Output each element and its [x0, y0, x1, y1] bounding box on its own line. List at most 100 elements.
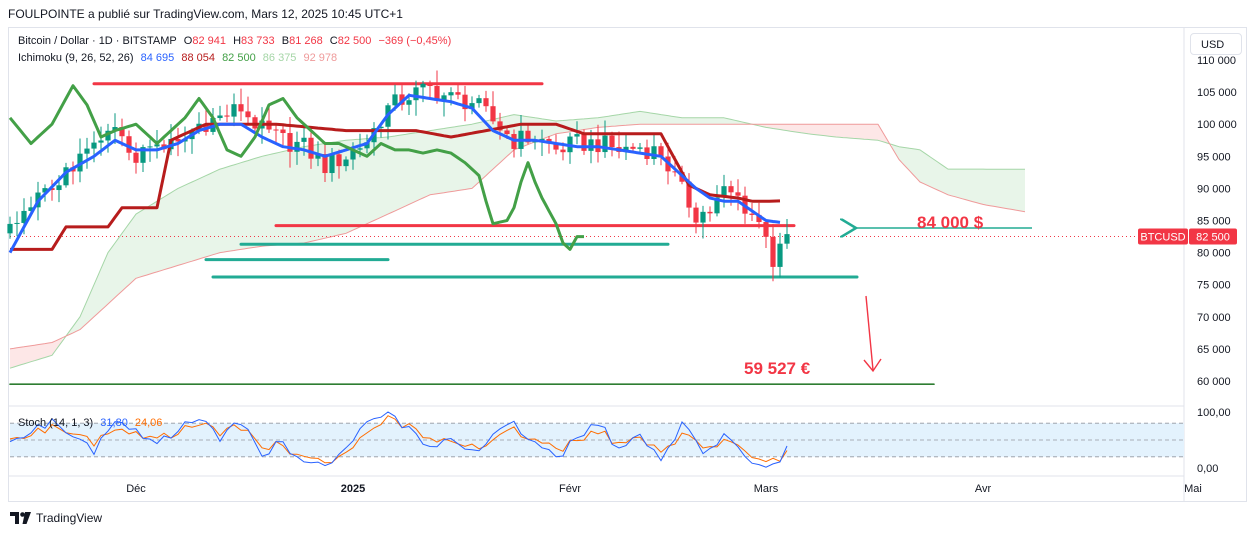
time-tick-label: Avr — [975, 483, 992, 495]
candle-body — [392, 94, 398, 106]
ichimoku-spanb-value: 92 978 — [303, 52, 338, 64]
price-tick-label: 85 000 — [1197, 216, 1231, 228]
candle-body — [672, 171, 678, 173]
candle-body — [476, 98, 482, 104]
candle-body — [553, 143, 559, 150]
ichimoku-label[interactable]: Ichimoku (9, 26, 52, 26) — [18, 52, 134, 64]
candle-body — [112, 127, 118, 131]
price-tick-label: 100 000 — [1197, 119, 1237, 131]
time-tick-label: Févr — [559, 483, 581, 495]
chart-frame — [8, 27, 1247, 502]
candle-body — [490, 106, 496, 122]
candle-body — [434, 86, 440, 101]
chikou-line — [8, 84, 584, 251]
candle-body — [280, 129, 286, 134]
cloud-span-b — [9, 123, 1026, 350]
candle-body — [525, 130, 531, 143]
candle-body — [98, 140, 104, 143]
candle-body — [273, 129, 279, 131]
stoch-d-value: 24,06 — [134, 417, 163, 429]
candle-body — [315, 154, 321, 159]
close-label: C — [329, 35, 338, 47]
candle-body — [581, 134, 587, 151]
candle-body — [350, 149, 356, 160]
stochastic-pane: 100,00 0,00 — [9, 405, 1231, 475]
low-value: 81 268 — [289, 35, 323, 47]
candle-body — [483, 98, 489, 107]
candle-body — [28, 207, 34, 211]
stoch-label[interactable]: Stoch (14, 1, 3) — [18, 417, 94, 429]
candle-body — [700, 211, 706, 223]
currency-button[interactable]: USD — [1190, 33, 1242, 55]
candle-body — [749, 213, 755, 215]
down-arrow-head — [863, 358, 882, 373]
candle-body — [343, 159, 349, 167]
candle-body — [693, 207, 699, 223]
change-value: −369 (−0,45%) — [378, 35, 452, 47]
candle-body — [224, 115, 230, 117]
candle-body — [658, 146, 664, 157]
open-value: 82 941 — [192, 35, 226, 47]
ichimoku-spana-value: 86 375 — [262, 52, 297, 64]
candle-body — [728, 186, 734, 193]
stoch-d-line — [9, 415, 788, 464]
candle-body — [539, 138, 545, 141]
candle-body — [63, 167, 69, 186]
time-axis[interactable]: Déc 2025 Févr Mars Avr Mai — [9, 475, 1202, 495]
candle-body — [84, 148, 90, 154]
price-tick-label: 65 000 — [1197, 344, 1231, 356]
candle-body — [448, 92, 454, 96]
tradingview-logo[interactable]: TradingView — [10, 511, 102, 525]
ichimoku-cloud — [9, 110, 1026, 369]
candle-body — [217, 115, 223, 119]
tradingview-brand: TradingView — [36, 511, 103, 525]
price-tag-bg — [1189, 228, 1237, 245]
candle-body — [294, 141, 300, 152]
price-axis[interactable]: 110 000 105 000 100 000 95 000 90 000 85 000 8… — [1183, 28, 1237, 501]
candle-body — [623, 146, 629, 152]
candle-body — [560, 149, 566, 153]
annotation-84000: 84 000 $ — [917, 213, 984, 232]
candle-body — [504, 130, 510, 135]
symbol-name[interactable]: Bitcoin / Dollar · 1D · BITSTAMP — [18, 35, 177, 47]
stoch-k-value: 31,80 — [100, 417, 128, 429]
candle-body — [462, 94, 468, 110]
candle-body — [105, 130, 111, 141]
stoch-band — [10, 423, 1184, 457]
time-tick-label: Mars — [754, 483, 779, 495]
annotations: 84 000 $ 59 527 € — [744, 213, 1032, 378]
candle-body — [175, 138, 181, 142]
candle-body — [357, 148, 363, 150]
candle-body — [126, 136, 132, 153]
annotation-lines — [9, 82, 1137, 386]
candle-body — [133, 152, 139, 163]
close-value: 82 500 — [337, 35, 372, 47]
price-tick-label: 90 000 — [1197, 183, 1231, 195]
down-arrow-shaft — [865, 295, 874, 371]
open-label: O — [183, 35, 193, 47]
candle-body — [784, 234, 790, 244]
candle-body — [308, 137, 314, 159]
candle-body — [77, 153, 83, 172]
candle-body — [763, 222, 769, 237]
candle-body — [735, 192, 741, 196]
publisher-header: FOULPOINTE a publié sur TradingView.com,… — [8, 7, 403, 21]
candle-body — [497, 121, 503, 131]
candle-body — [238, 104, 244, 112]
price-tick-label: 75 000 — [1197, 280, 1231, 292]
candle-body — [588, 139, 594, 151]
price-tick-label: 105 000 — [1197, 87, 1237, 99]
candle-body — [756, 214, 762, 223]
symbol-tag: BTCUSD — [1140, 232, 1185, 244]
stochastic-legend: Stoch (14, 1, 3) 31,80 24,06 — [18, 417, 162, 429]
candle-body — [42, 188, 48, 193]
price-tag: 82 500 — [1196, 232, 1230, 244]
candle-body — [427, 83, 433, 87]
candle-body — [630, 146, 636, 149]
time-tick-label: Déc — [126, 483, 146, 495]
candle-body — [287, 133, 293, 152]
annotation-59527: 59 527 € — [744, 359, 811, 378]
candle-body — [7, 223, 13, 234]
candle-body — [49, 188, 55, 191]
